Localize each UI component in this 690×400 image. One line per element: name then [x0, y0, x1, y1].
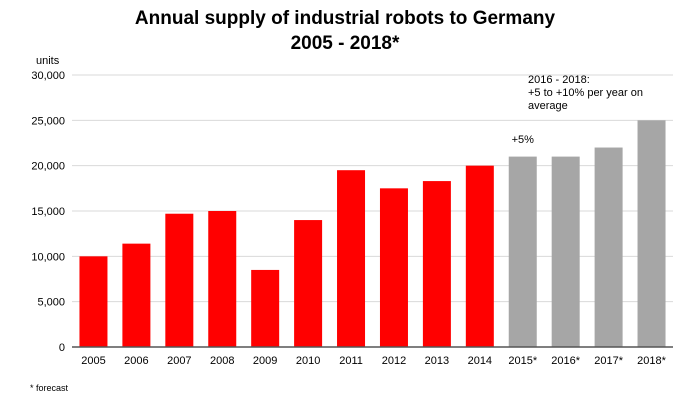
y-tick-label: 30,000	[31, 70, 65, 82]
x-tick-label: 2010	[296, 355, 320, 367]
bar-2013	[422, 181, 451, 347]
bar-2009	[251, 269, 280, 347]
x-tick-label: 2005	[81, 355, 105, 367]
bar-2014	[465, 165, 494, 347]
bar-2008	[208, 211, 237, 347]
chart-title: Annual supply of industrial robots to Ge…	[134, 8, 556, 29]
x-tick-label: 2006	[124, 355, 148, 367]
x-tick-label: 2008	[210, 355, 234, 367]
x-tick-label: 2013	[425, 355, 449, 367]
y-tick-label: 20,000	[31, 161, 65, 173]
annotation-forecast-range: +5 to +10% per year on	[528, 87, 643, 99]
annotation-forecast-range: 2016 - 2018:	[528, 74, 590, 86]
x-tick-label: 2009	[253, 355, 277, 367]
annotation-plus-5: +5%	[512, 134, 535, 146]
x-tick-label: 2007	[167, 355, 191, 367]
chart-subtitle: 2005 - 2018*	[290, 33, 400, 54]
y-tick-label: 10,000	[31, 251, 65, 263]
x-tick-label: 2012	[382, 355, 406, 367]
bar-2016-forecast	[551, 156, 580, 347]
bar-2010	[294, 220, 323, 347]
x-tick-label: 2018*	[637, 355, 666, 367]
annotation-forecast-range: average	[528, 100, 568, 112]
y-tick-label: 15,000	[31, 206, 65, 218]
x-tick-label: 2016*	[551, 355, 580, 367]
bar-2011	[337, 170, 366, 347]
footnote: * forecast	[30, 383, 69, 393]
bar-2015-forecast	[508, 156, 537, 347]
x-tick-label: 2015*	[508, 355, 537, 367]
bar-2006	[122, 243, 151, 347]
bar-2007	[165, 213, 194, 347]
x-tick-label: 2014	[468, 355, 492, 367]
y-tick-label: 25,000	[31, 115, 65, 127]
bar-2012	[379, 188, 408, 347]
y-axis-label: units	[36, 55, 60, 67]
x-tick-label: 2017*	[594, 355, 623, 367]
y-tick-label: 5,000	[37, 297, 65, 309]
x-tick-label: 2011	[339, 355, 363, 367]
bar-2017-forecast	[594, 147, 623, 347]
bar-2018-forecast	[637, 120, 666, 347]
bar-2005	[79, 256, 108, 347]
y-tick-label: 0	[59, 342, 65, 354]
